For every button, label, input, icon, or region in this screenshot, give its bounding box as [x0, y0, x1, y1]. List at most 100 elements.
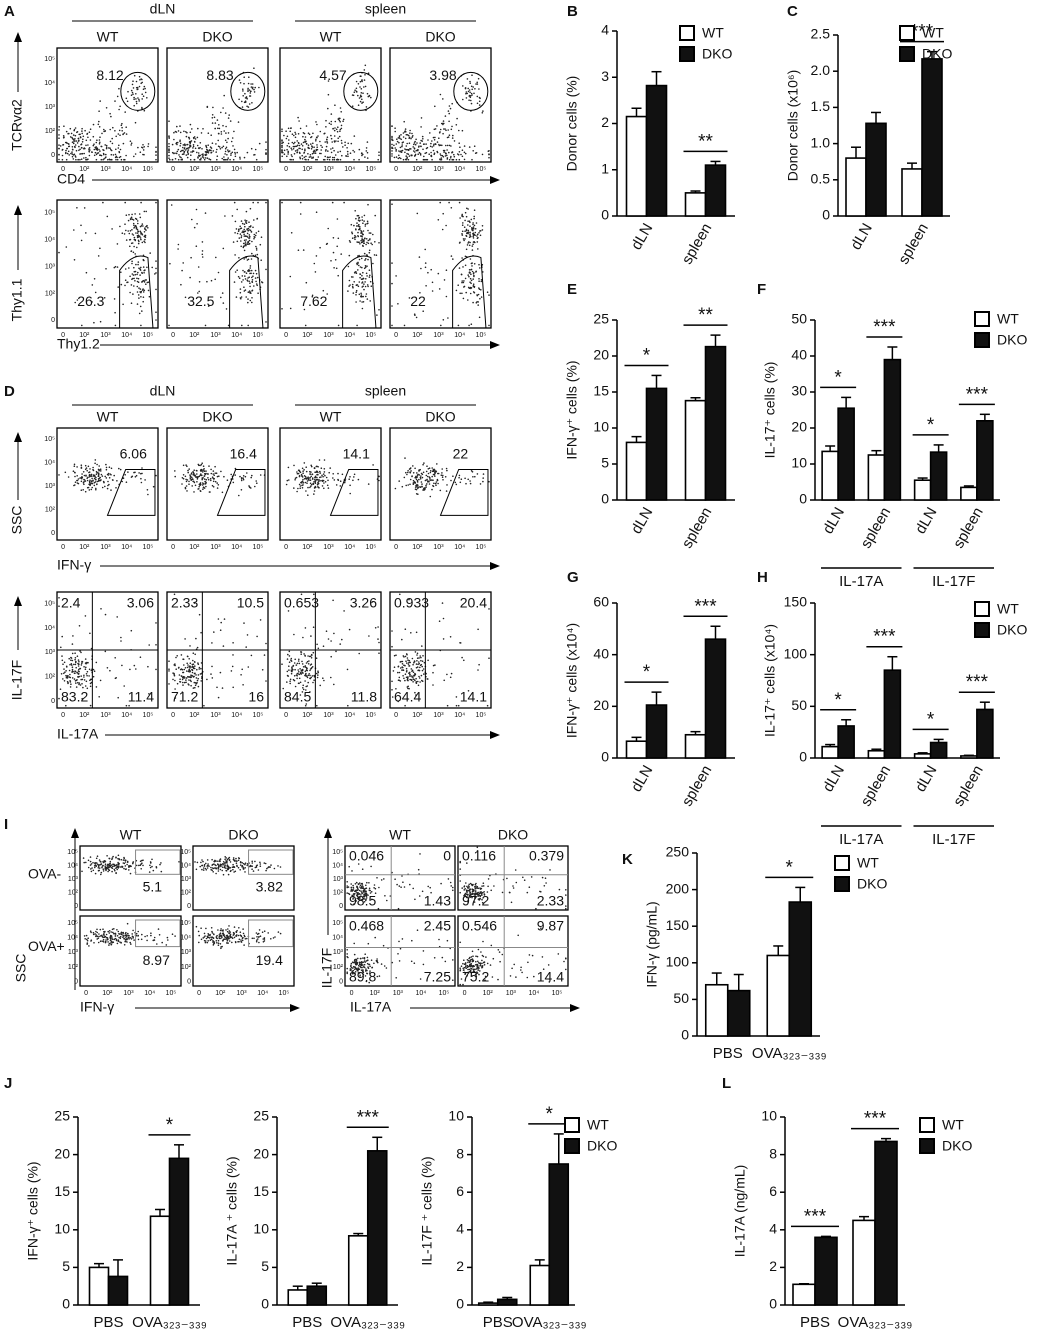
event-dot [183, 143, 186, 145]
event-dot [138, 267, 140, 270]
event-dot [250, 147, 253, 150]
event-dot [137, 281, 140, 284]
event-dot [192, 663, 195, 665]
event-dot [475, 83, 477, 85]
event-dot [400, 660, 402, 663]
event-dot [152, 485, 155, 488]
event-dot [301, 487, 304, 489]
event-dot [464, 477, 466, 480]
event-dot [155, 146, 157, 148]
event-dot [104, 157, 107, 159]
event-dot [206, 867, 209, 869]
event-dot [429, 145, 432, 148]
event-dot [87, 486, 90, 489]
event-dot [218, 124, 220, 126]
event-dot [116, 942, 119, 945]
event-dot [422, 655, 424, 657]
event-dot [198, 666, 201, 669]
event-dot [82, 489, 84, 491]
event-dot [316, 158, 319, 161]
event-dot [464, 264, 467, 267]
event-dot [391, 146, 393, 149]
event-dot [239, 297, 242, 299]
event-dot [133, 266, 135, 269]
flow-y-label: SSC [9, 506, 25, 535]
event-dot [242, 279, 244, 281]
event-dot [92, 668, 95, 671]
event-dot [313, 481, 315, 483]
event-dot [404, 148, 406, 150]
event-dot [463, 286, 465, 288]
event-dot [198, 668, 200, 670]
event-dot [544, 877, 547, 879]
event-dot [172, 672, 174, 674]
event-dot [145, 210, 147, 213]
event-dot [428, 153, 431, 155]
event-dot [208, 465, 210, 467]
event-dot [76, 655, 79, 657]
event-dot [103, 931, 106, 933]
flow-tick: 10⁴ [344, 544, 355, 551]
event-dot [224, 864, 226, 867]
event-dot [139, 151, 142, 153]
event-dot [377, 158, 380, 161]
flow-tick: 10³ [45, 263, 56, 270]
event-dot [123, 867, 125, 870]
event-dot [192, 652, 195, 654]
event-dot [258, 86, 260, 89]
event-dot [246, 151, 249, 154]
event-dot [309, 674, 311, 677]
event-dot [425, 147, 428, 150]
event-dot [320, 467, 323, 470]
event-dot [314, 478, 316, 481]
event-dot [190, 154, 192, 156]
event-dot [365, 238, 368, 240]
event-dot [315, 138, 317, 141]
event-dot [471, 227, 473, 229]
arrow-head [14, 32, 22, 42]
event-dot [363, 69, 366, 71]
event-dot [360, 231, 363, 234]
event-dot [469, 231, 471, 234]
event-dot [89, 930, 92, 932]
event-dot [70, 132, 73, 135]
event-dot [140, 233, 142, 235]
event-dot [204, 482, 207, 485]
event-dot [265, 141, 267, 143]
event-dot [322, 475, 324, 478]
event-dot [71, 666, 74, 668]
event-dot [302, 482, 305, 484]
event-dot [303, 462, 306, 464]
event-dot [418, 469, 421, 471]
event-dot [74, 672, 76, 675]
event-dot [401, 875, 403, 877]
event-dot [415, 149, 418, 152]
event-dot [469, 482, 472, 485]
event-dot [110, 158, 112, 161]
flow-y-label: IL-17F [9, 660, 25, 700]
event-dot [138, 75, 141, 78]
event-dot [219, 943, 222, 945]
event-dot [417, 684, 420, 687]
event-dot [344, 144, 346, 146]
event-dot [197, 677, 199, 680]
event-dot [325, 119, 327, 122]
event-dot [155, 319, 157, 321]
event-dot [206, 941, 209, 944]
event-dot [84, 658, 87, 660]
event-dot [337, 118, 340, 120]
event-dot [99, 100, 101, 102]
event-dot [101, 935, 104, 938]
flow-tick: 10² [302, 166, 313, 173]
event-dot [177, 667, 180, 669]
event-dot [183, 664, 185, 666]
event-dot [120, 283, 123, 286]
event-dot [144, 87, 146, 90]
event-dot [418, 661, 420, 663]
event-dot [465, 92, 467, 95]
event-dot [293, 675, 296, 677]
event-dot [204, 154, 207, 157]
event-dot [71, 155, 74, 158]
event-dot [212, 863, 214, 866]
event-dot [313, 152, 315, 154]
